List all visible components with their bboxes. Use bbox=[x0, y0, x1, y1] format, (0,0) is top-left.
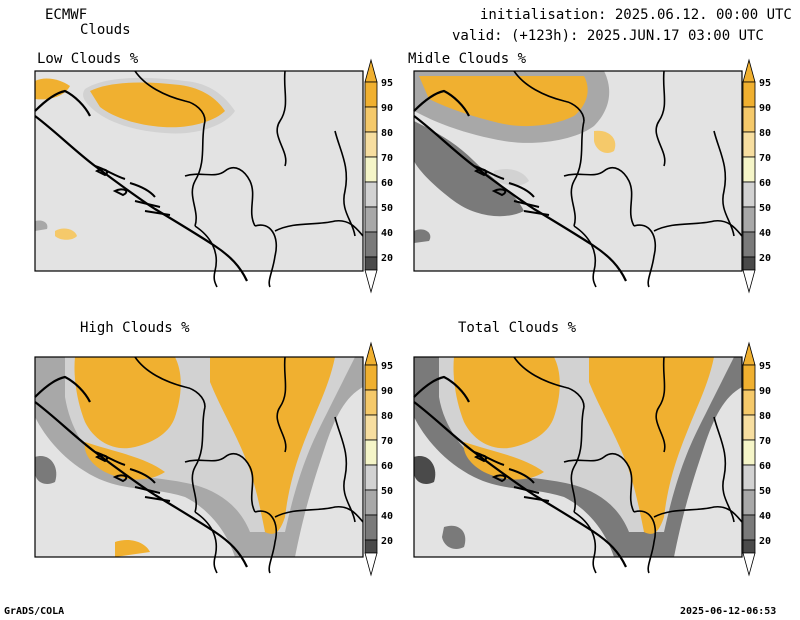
valid-time-text: valid: (+123h): 2025.JUN.17 03:00 UTC bbox=[452, 28, 764, 44]
colorbar-label: 70 bbox=[381, 153, 394, 164]
panel-title-total: Total Clouds % bbox=[458, 320, 577, 336]
colorbar-label: 50 bbox=[381, 486, 394, 497]
colorbar-label: 70 bbox=[381, 436, 394, 447]
map-low-clouds bbox=[33, 70, 364, 288]
model-name: ECMWF bbox=[45, 7, 88, 23]
colorbar-low bbox=[364, 59, 378, 293]
map-total-clouds bbox=[412, 356, 743, 574]
colorbar-label: 50 bbox=[759, 203, 772, 214]
footer-timestamp: 2025-06-12-06:53 bbox=[680, 606, 777, 617]
colorbar-label: 40 bbox=[381, 511, 394, 522]
colorbar-label: 95 bbox=[759, 361, 772, 372]
colorbar-label: 50 bbox=[759, 486, 772, 497]
colorbar-label: 90 bbox=[381, 103, 394, 114]
panel-title-high: High Clouds % bbox=[80, 320, 190, 336]
colorbar-label: 20 bbox=[759, 253, 772, 264]
colorbar-label: 80 bbox=[759, 128, 772, 139]
colorbar-total bbox=[742, 342, 756, 576]
colorbar-label: 20 bbox=[759, 536, 772, 547]
initialisation-text: initialisation: 2025.06.12. 00:00 UTC bbox=[480, 7, 792, 23]
colorbar-label: 20 bbox=[381, 253, 394, 264]
colorbar-label: 95 bbox=[381, 361, 394, 372]
colorbar-label: 95 bbox=[381, 78, 394, 89]
colorbar-label: 70 bbox=[759, 153, 772, 164]
footer-software: GrADS/COLA bbox=[4, 606, 65, 617]
panel-title-low: Low Clouds % bbox=[37, 51, 139, 67]
colorbar-high bbox=[364, 342, 378, 576]
colorbar-label: 90 bbox=[759, 386, 772, 397]
colorbar-label: 40 bbox=[759, 228, 772, 239]
colorbar-label: 50 bbox=[381, 203, 394, 214]
colorbar-label: 80 bbox=[759, 411, 772, 422]
colorbar-label: 90 bbox=[759, 103, 772, 114]
map-high-clouds bbox=[33, 356, 364, 574]
colorbar-label: 80 bbox=[381, 411, 394, 422]
colorbar-label: 95 bbox=[759, 78, 772, 89]
panel-title-middle: Midle Clouds % bbox=[408, 51, 527, 67]
colorbar-label: 60 bbox=[381, 461, 394, 472]
colorbar-label: 20 bbox=[381, 536, 394, 547]
colorbar-label: 40 bbox=[759, 511, 772, 522]
product-name: Clouds bbox=[80, 22, 131, 38]
colorbar-middle bbox=[742, 59, 756, 293]
colorbar-label: 90 bbox=[381, 386, 394, 397]
colorbar-label: 60 bbox=[759, 178, 772, 189]
colorbar-label: 60 bbox=[759, 461, 772, 472]
map-middle-clouds bbox=[412, 70, 743, 288]
colorbar-label: 60 bbox=[381, 178, 394, 189]
colorbar-label: 80 bbox=[381, 128, 394, 139]
colorbar-label: 70 bbox=[759, 436, 772, 447]
colorbar-label: 40 bbox=[381, 228, 394, 239]
